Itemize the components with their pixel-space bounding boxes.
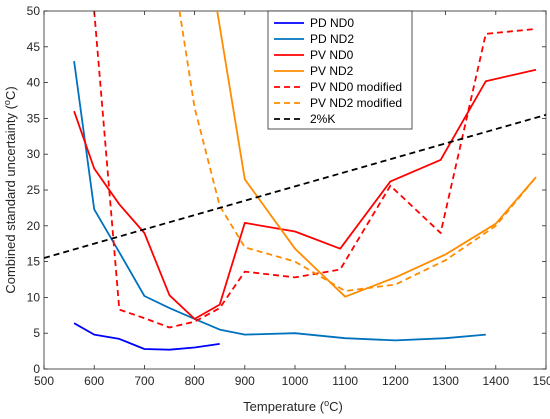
x-tick-label: 600 (84, 374, 104, 388)
y-tick-label: 10 (27, 290, 41, 304)
y-tick-label: 5 (33, 326, 40, 340)
legend-label-pv-nd2: PV ND2 (310, 64, 354, 78)
legend-label-pd-nd2: PD ND2 (310, 32, 354, 46)
x-tick-label: 1100 (332, 374, 358, 388)
legend: PD ND0 PD ND2 PV ND0 PV ND2 PV ND0 modified P… (267, 10, 413, 130)
y-axis-title: Combined standard uncertainty (oC) (2, 86, 18, 293)
x-tick-label: 700 (134, 374, 154, 388)
x-tick-label: 900 (235, 374, 255, 388)
x-tick-label: 1200 (382, 374, 409, 388)
y-axis-ticks: 0 5 10 15 20 25 30 35 40 45 50 (27, 4, 546, 376)
series-line-pv-nd0-modified (93, 11, 537, 329)
y-tick-label: 45 (27, 40, 41, 54)
series-line-pv-nd2-modified (178, 11, 537, 292)
y-tick-label: 15 (27, 255, 41, 269)
legend-label-2-k: 2%K (310, 112, 335, 126)
x-axis-title: Temperature (oC) (243, 398, 343, 414)
y-tick-label: 25 (27, 183, 41, 197)
legend-label-pv-nd0-modified: PV ND0 modified (310, 80, 402, 94)
series-line-pv-nd0 (73, 68, 537, 320)
x-tick-label: 800 (185, 374, 205, 388)
y-tick-label: 40 (27, 76, 41, 90)
y-axis-degree-superscript: o (2, 100, 12, 105)
y-tick-label: 35 (27, 111, 41, 125)
series-layer (44, 11, 546, 351)
legend-box (267, 10, 413, 130)
x-tick-label: 1400 (482, 374, 509, 388)
y-tick-label: 30 (27, 147, 41, 161)
x-tick-label: 1300 (432, 374, 459, 388)
series-line-pd-nd2 (73, 60, 486, 342)
series-line-pd-nd0 (73, 322, 220, 351)
y-tick-label: 0 (33, 362, 40, 376)
legend-label-pd-nd0: PD ND0 (310, 16, 354, 30)
y-tick-label: 50 (27, 4, 41, 18)
x-axis-degree-superscript: o (324, 398, 329, 408)
legend-label-pv-nd2-modified: PV ND2 modified (310, 96, 402, 110)
series-line-2-k (44, 113, 546, 259)
x-tick-label: 1000 (282, 374, 309, 388)
series-group (44, 11, 546, 351)
y-tick-label: 20 (27, 219, 41, 233)
x-tick-label: 500 (34, 374, 54, 388)
legend-label-pv-nd0: PV ND0 (310, 48, 354, 62)
